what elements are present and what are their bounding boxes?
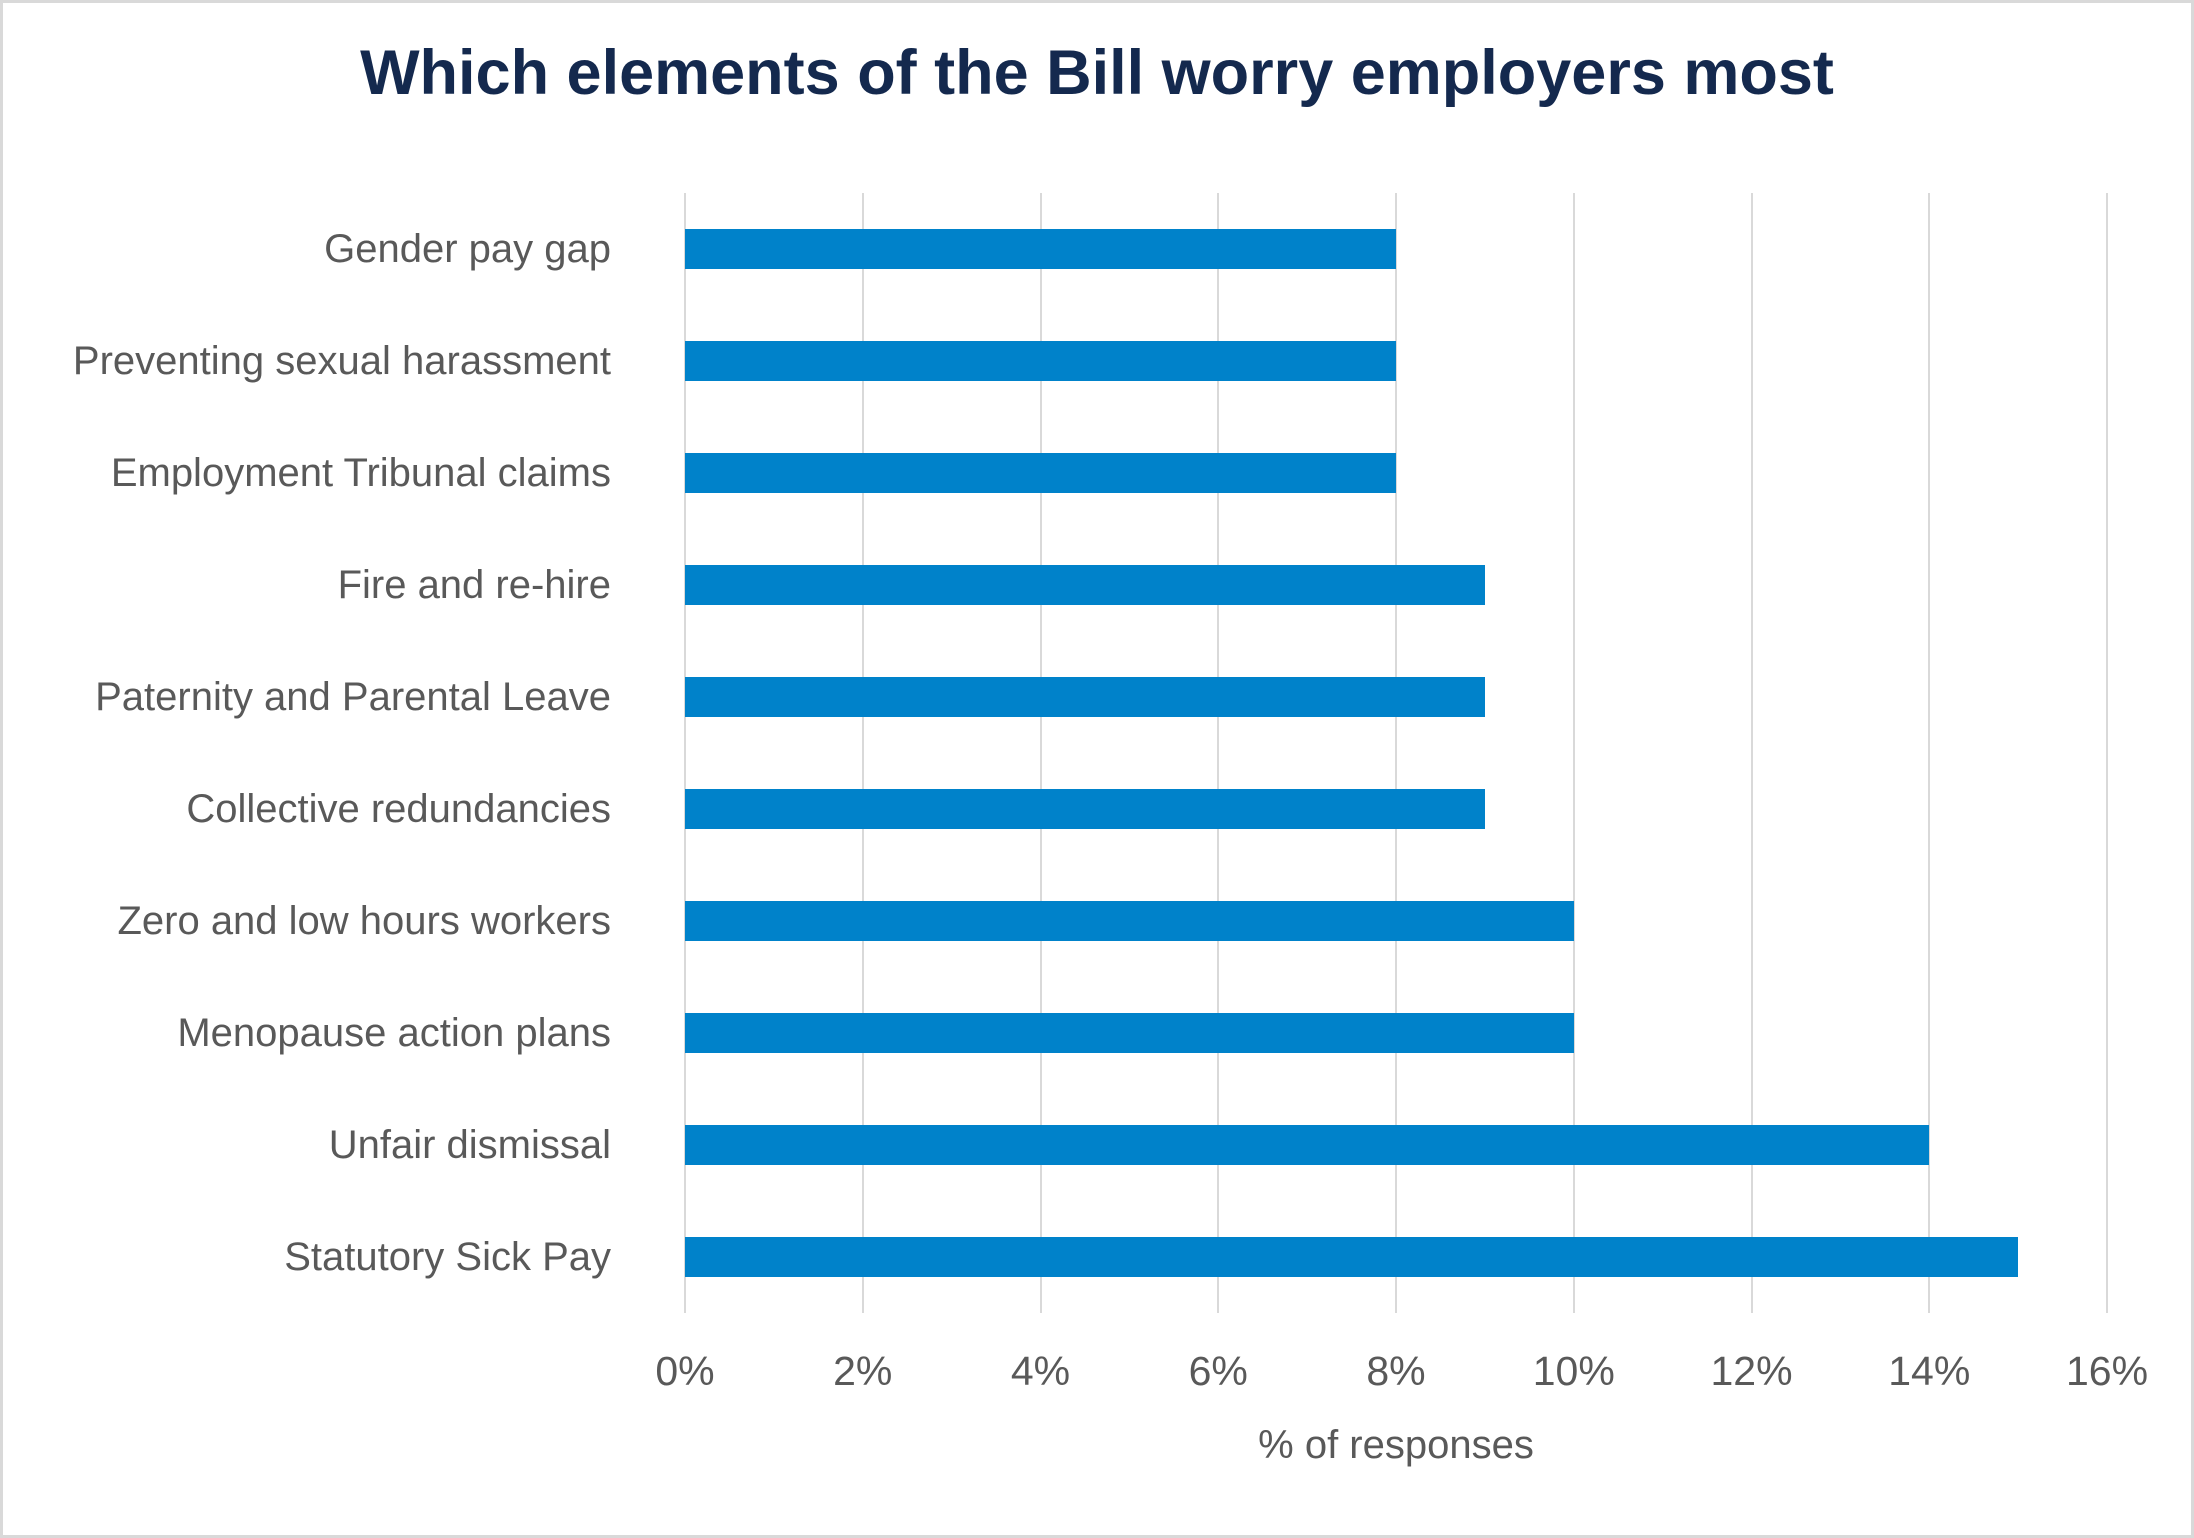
gridline-8%: [1395, 193, 1397, 1313]
category-label: Unfair dismissal: [328, 1122, 611, 1167]
x-tick-label: 12%: [1710, 1348, 1793, 1394]
bar-row: [685, 977, 2107, 1089]
bar-menopause-action-plans: [685, 1013, 1574, 1053]
category-label: Employment Tribunal claims: [110, 450, 611, 495]
x-tick-label: 16%: [2065, 1348, 2149, 1394]
bar-row: [685, 1089, 2107, 1201]
x-tick-label: 4%: [1010, 1348, 1071, 1394]
category-label: Collective redundancies: [186, 786, 611, 831]
gridline-12%: [1750, 193, 1753, 1313]
chart-title: Which elements of the Bill worry employe…: [360, 38, 1834, 108]
bar-zero-and-low-hours-workers: [685, 901, 1574, 941]
bar-row: [685, 1201, 2107, 1313]
x-tick-label: 6%: [1188, 1348, 1248, 1394]
category-label: Fire and re-hire: [337, 562, 611, 607]
bar-fire-and-re-hire: [685, 565, 1485, 605]
bar-row: [685, 417, 2107, 529]
bar-row: [685, 193, 2107, 305]
gridline-2%: [861, 193, 864, 1313]
category-label: Paternity and Parental Leave: [95, 674, 611, 719]
x-axis-ticks: 0% 2% 4% 6% 8% 10% 12% 14% 16%: [655, 1348, 2148, 1398]
bar-gender-pay-gap: [685, 229, 1396, 269]
gridline-0%: [684, 193, 686, 1313]
bar-employment-tribunal-claims: [685, 453, 1396, 493]
plot-area: [684, 193, 2108, 1313]
gridline-14%: [1928, 193, 1931, 1313]
bar-preventing-sexual-harassment: [685, 341, 1396, 381]
bar-unfair-dismissal: [685, 1125, 1930, 1165]
category-label: Preventing sexual harassment: [72, 338, 611, 383]
category-label: Statutory Sick Pay: [284, 1234, 611, 1279]
bar-paternity-and-parental-leave: [685, 677, 1485, 717]
x-tick-label: 2%: [833, 1348, 893, 1394]
category-axis: Gender pay gap Preventing sexual harassme…: [3, 193, 651, 1313]
bar-row: [685, 753, 2107, 865]
x-tick-label: 8%: [1366, 1348, 1426, 1394]
gridline-16%: [2106, 193, 2108, 1313]
category-label: Gender pay gap: [324, 226, 611, 271]
gridline-4%: [1039, 193, 1042, 1313]
bar-row: [685, 641, 2107, 753]
gridline-10%: [1572, 193, 1575, 1313]
bar-row: [685, 529, 2107, 641]
x-tick-label: 14%: [1888, 1348, 1971, 1394]
category-label: Menopause action plans: [177, 1010, 611, 1055]
gridline-6%: [1217, 193, 1220, 1313]
x-tick-label: 0%: [655, 1348, 715, 1394]
bar-statutory-sick-pay: [685, 1237, 2019, 1277]
bar-row: [685, 865, 2107, 977]
bar-row: [685, 305, 2107, 417]
bar-collective-redundancies: [685, 789, 1485, 829]
x-tick-label: 10%: [1532, 1348, 1615, 1394]
x-axis-title: % of responses: [1258, 1423, 1534, 1467]
bar-series: [685, 193, 2107, 1313]
category-label: Zero and low hours workers: [117, 898, 611, 943]
